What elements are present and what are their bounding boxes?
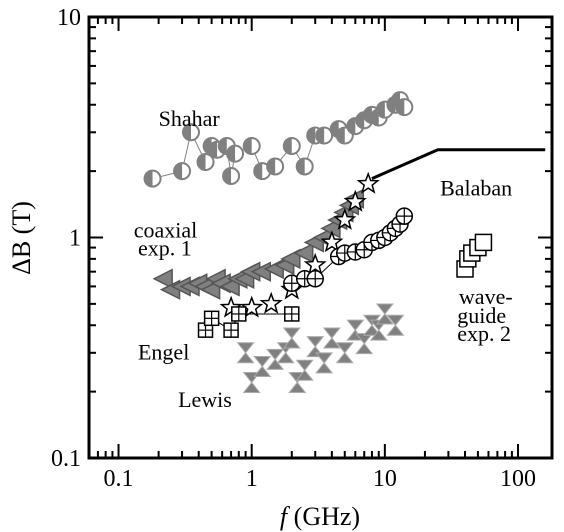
data-point-fill [197, 153, 206, 170]
data-point [295, 157, 314, 176]
data-point-fill [223, 168, 232, 185]
series-balaban [371, 148, 546, 180]
data-point-fill [174, 163, 183, 180]
x-tick-label: 100 [500, 466, 536, 492]
data-point [226, 144, 245, 163]
data-point-fill [336, 127, 345, 144]
data-point [223, 322, 239, 338]
data-point [196, 152, 215, 171]
annotation-label: guide [457, 303, 506, 328]
annotation-label: exp. 2 [457, 321, 511, 346]
data-point [282, 136, 301, 155]
data-point [231, 306, 247, 322]
data-point-fill [347, 118, 356, 135]
data-point [306, 270, 324, 288]
data-point [356, 171, 380, 194]
data-point [242, 136, 261, 155]
series-waveguide-exp-2 [456, 233, 493, 278]
annotation-label: Shahar [159, 106, 221, 131]
data-point-fill [254, 163, 263, 180]
data-point [303, 252, 327, 275]
data-point-fill [296, 158, 305, 175]
data-point [355, 333, 374, 355]
series-layer [143, 91, 546, 393]
annotation-label: Engel [138, 339, 189, 364]
series-lewis [236, 303, 405, 393]
data-point [181, 123, 200, 142]
data-point [284, 306, 300, 322]
series-line [371, 148, 546, 180]
data-point [322, 327, 341, 349]
annotation-label: Balaban [440, 176, 512, 201]
data-point-fill [396, 99, 405, 116]
data-point [203, 310, 220, 327]
data-point [335, 342, 354, 364]
data-point [343, 189, 367, 212]
data-point [315, 126, 334, 145]
data-point [282, 327, 301, 349]
data-point [266, 157, 285, 176]
data-point-fill [243, 137, 252, 154]
data-point [320, 230, 344, 253]
data-point-fill [307, 127, 316, 144]
data-point [280, 248, 301, 270]
x-axis-title: f (GHz) [280, 502, 360, 531]
annotation-label: exp. 1 [138, 235, 192, 260]
data-point [375, 303, 394, 325]
data-point-fill [218, 137, 227, 154]
data-point [152, 268, 173, 289]
data-point [335, 126, 354, 145]
data-point [236, 342, 255, 364]
data-point [253, 355, 272, 377]
data-point-fill [209, 141, 218, 158]
data-point-fill [227, 145, 236, 162]
data-point [143, 169, 162, 188]
data-point [173, 162, 192, 181]
data-point [386, 314, 405, 336]
annotation-label: Lewis [178, 387, 232, 412]
axis-tick-labels: 0.1 1 10 100 0.1 1 10 [51, 5, 536, 492]
data-point-fill [267, 158, 276, 175]
series-engel [197, 306, 300, 338]
data-point [293, 242, 314, 264]
data-point-fill [316, 127, 325, 144]
y-axis-title: ΔB (T) [7, 201, 36, 275]
data-point-fill [182, 124, 191, 141]
y-tick-label: 0.1 [51, 446, 81, 472]
y-tick-label: 10 [57, 5, 81, 31]
series-shahar [143, 91, 414, 188]
data-point [395, 98, 414, 117]
data-point-fill [356, 112, 365, 129]
data-point [474, 233, 493, 252]
data-point-fill [283, 137, 292, 154]
series-coaxial-stars [219, 171, 380, 318]
annotation-label: wave- [459, 284, 513, 309]
data-point [333, 207, 357, 230]
data-point [395, 207, 414, 225]
series-coaxial-open [283, 207, 414, 293]
x-tick-label: 0.1 [104, 466, 134, 492]
annotation-label: coaxial [134, 218, 198, 243]
data-point [295, 359, 314, 381]
y-tick-label: 1 [69, 226, 81, 252]
data-point [259, 291, 283, 314]
data-point [240, 295, 264, 318]
x-tick-label: 1 [246, 466, 258, 492]
x-tick-label: 10 [373, 466, 397, 492]
data-point-fill [144, 170, 153, 187]
data-point-fill [376, 101, 385, 118]
data-point [222, 167, 241, 186]
axis-ticks [88, 16, 552, 459]
data-point [315, 352, 334, 374]
